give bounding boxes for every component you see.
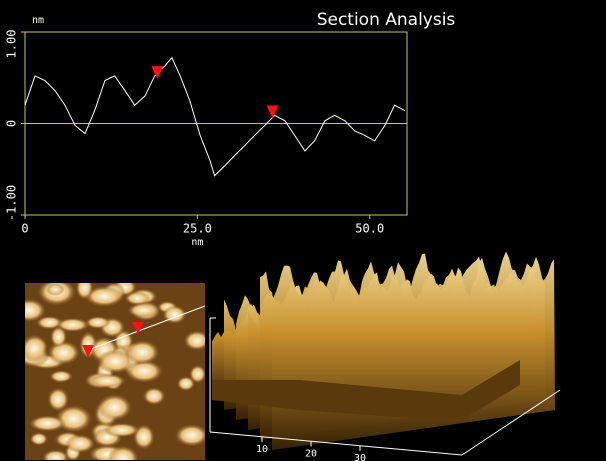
grain — [127, 302, 160, 318]
section-line — [87, 305, 206, 351]
surface-tick-label: 20 — [305, 449, 317, 460]
cursor — [132, 322, 144, 334]
y-tick-label: -1.00 — [5, 185, 19, 221]
grain — [25, 298, 46, 322]
grain — [46, 283, 65, 296]
grain — [142, 387, 166, 406]
grain — [84, 285, 124, 307]
grain — [25, 334, 48, 363]
grain — [124, 291, 151, 306]
grain — [49, 370, 73, 383]
grain — [189, 364, 205, 384]
afm-image — [25, 283, 205, 460]
grain — [97, 394, 133, 421]
surface-tick-label: 10 — [256, 444, 268, 455]
grain — [75, 283, 94, 300]
grain — [107, 445, 139, 460]
x-axis-label: nm — [191, 237, 203, 248]
profile-line — [24, 56, 406, 177]
grain — [183, 330, 205, 351]
grain — [176, 376, 195, 391]
x-tick-label: 50.0 — [355, 222, 384, 236]
grain — [174, 424, 205, 447]
grain — [88, 374, 126, 388]
cursor-marker — [151, 66, 164, 80]
surface-axes — [209, 317, 561, 456]
grain — [55, 317, 90, 332]
grain — [85, 316, 111, 329]
grain — [125, 340, 160, 365]
grain — [42, 449, 70, 460]
surface-front — [212, 360, 520, 420]
surface-ridge — [272, 251, 555, 450]
x-tick-label: 0 — [21, 222, 28, 236]
y-tick-label: 1.00 — [5, 30, 19, 59]
y-axis-label: nm — [32, 15, 44, 26]
grain — [47, 387, 69, 412]
grain — [29, 432, 48, 446]
cursor — [82, 345, 94, 357]
grain — [96, 349, 134, 374]
grain — [64, 434, 96, 453]
x-tick-label: 25.0 — [183, 222, 212, 236]
surface-tick-label: 30 — [354, 453, 366, 461]
grain — [103, 422, 140, 438]
surface-3d — [212, 251, 555, 450]
grain — [50, 326, 67, 348]
cursor-marker — [266, 105, 279, 119]
grain — [28, 415, 67, 432]
title: Section Analysis — [317, 10, 456, 30]
y-tick-label: 0 — [5, 120, 19, 127]
grain — [125, 359, 164, 383]
